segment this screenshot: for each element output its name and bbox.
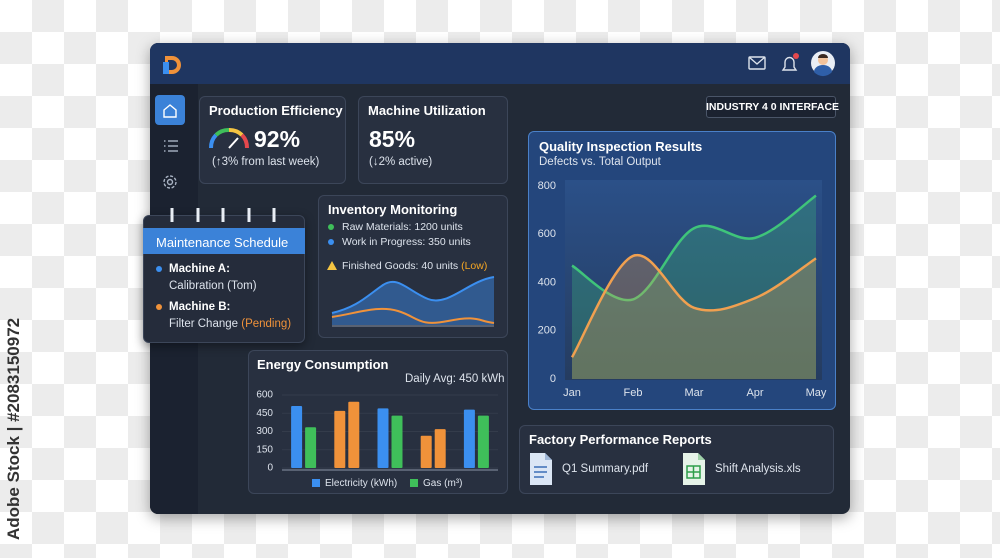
list-icon[interactable] — [164, 140, 178, 152]
chart-subtitle: Daily Avg: 450 kWh — [405, 373, 505, 385]
xls-icon[interactable] — [683, 453, 705, 485]
low-alert: (Low) — [461, 260, 488, 272]
file-icons — [530, 453, 705, 485]
inventory-item: Work in Progress: 350 units — [342, 236, 471, 248]
file-name[interactable]: Shift Analysis.xls — [715, 463, 801, 475]
reports-card — [519, 425, 834, 494]
card-title: Inventory Monitoring — [328, 202, 458, 217]
plot-area — [565, 180, 822, 380]
task: Filter Change (Pending) — [169, 318, 291, 332]
mail-icon[interactable] — [748, 56, 766, 70]
status-dot — [156, 266, 162, 272]
kpi-change: (↓2% active) — [369, 156, 433, 168]
item-text: Finished Goods: 40 units — [342, 260, 459, 272]
bell-icon[interactable] — [781, 53, 799, 71]
inventory-item: Raw Materials: 1200 units — [342, 221, 463, 233]
kpi-value: 85% — [369, 126, 416, 152]
card-title: Production Efficiency — [209, 103, 343, 118]
card-title: Maintenance Schedule — [156, 235, 289, 250]
logo[interactable] — [163, 56, 181, 74]
kpi-change: (↑3% from last week) — [212, 156, 320, 168]
machine-name: Machine A: — [169, 263, 230, 275]
settings-icon[interactable] — [163, 175, 177, 189]
task-text: Filter Change — [169, 318, 239, 330]
avatar[interactable] — [811, 51, 835, 77]
chart-subtitle: Defects vs. Total Output — [539, 156, 661, 168]
kpi-value: 92% — [254, 126, 301, 152]
maintenance-header — [143, 228, 305, 254]
gauge-icon — [209, 128, 249, 149]
badge — [706, 96, 836, 118]
utilization-card — [358, 96, 508, 184]
home-icon — [163, 104, 177, 118]
pdf-icon[interactable] — [530, 453, 552, 485]
inventory-graphics — [327, 224, 495, 327]
efficiency-card — [199, 96, 346, 184]
chart-title: Energy Consumption — [257, 357, 389, 372]
status-dot — [156, 304, 162, 310]
card-title: Machine Utilization — [368, 103, 486, 118]
inventory-item: Finished Goods: 40 units (Low) — [342, 260, 487, 273]
top-bar — [150, 43, 850, 84]
binder-rings — [170, 208, 276, 222]
task: Calibration (Tom) — [169, 280, 257, 292]
home-button[interactable] — [155, 95, 185, 125]
chart-title: Quality Inspection Results — [539, 139, 703, 154]
file-name[interactable]: Q1 Summary.pdf — [562, 463, 649, 475]
machine-name: Machine B: — [169, 301, 231, 313]
card-title: Factory Performance Reports — [529, 432, 712, 447]
status: (Pending) — [241, 318, 292, 330]
badge-text: INDUSTRY 4 0 INTERFACE — [706, 101, 840, 113]
